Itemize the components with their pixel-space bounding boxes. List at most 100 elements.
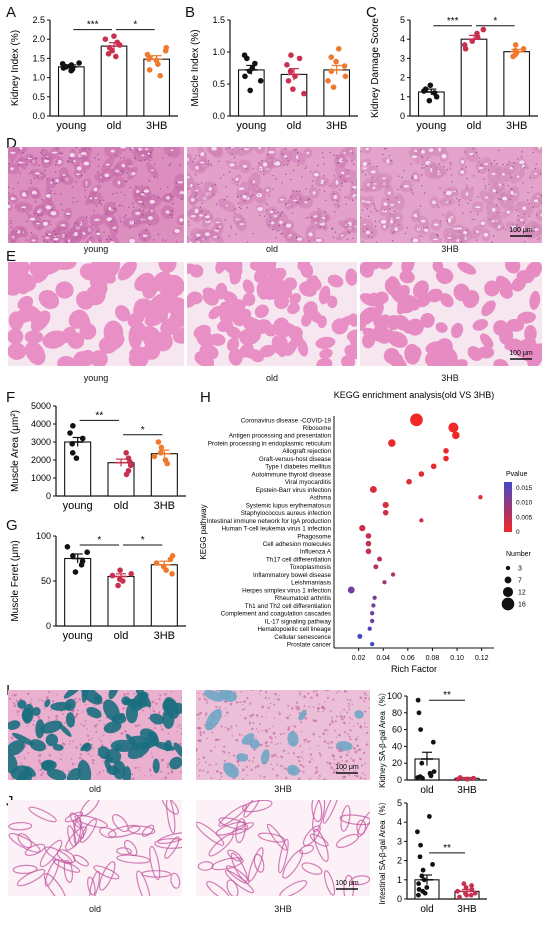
significance-label: * bbox=[141, 425, 145, 436]
kidney-he-3hb-image: 100 μm bbox=[360, 147, 542, 243]
data-point bbox=[296, 55, 303, 62]
x-tick-label: young bbox=[416, 120, 446, 132]
pathway-dot bbox=[365, 548, 372, 555]
data-point bbox=[105, 50, 112, 57]
data-point bbox=[421, 877, 427, 883]
data-point bbox=[242, 73, 248, 80]
data-point bbox=[59, 60, 66, 67]
y-tick-label: 1000 bbox=[31, 473, 51, 483]
panel-letter-e: E bbox=[6, 248, 17, 265]
y-axis-label: Intestinal SA-β-gal Area（%） bbox=[378, 797, 387, 904]
y-tick-label: 4 bbox=[397, 817, 402, 827]
panel-letter-d: D bbox=[6, 135, 17, 152]
data-point bbox=[160, 563, 167, 570]
data-point bbox=[79, 558, 86, 564]
pathway-label: IL-17 signaling pathway bbox=[265, 618, 332, 625]
chart-muscle-index: 0.0 0.5 1.0 1.5 Muscle Index (%) young old 3HB bbox=[190, 15, 358, 132]
data-point bbox=[426, 97, 433, 104]
data-point bbox=[252, 60, 258, 67]
y-tick-label: 60 bbox=[392, 725, 402, 735]
x-tick-label: young bbox=[63, 500, 93, 512]
y-tick-label: 3 bbox=[400, 53, 405, 63]
pathway-dot bbox=[388, 439, 396, 447]
label-e-old: old bbox=[265, 373, 278, 383]
x-tick-label: old bbox=[287, 120, 302, 132]
panel-letter-g: G bbox=[6, 517, 18, 534]
data-point bbox=[125, 455, 132, 461]
pathway-dot bbox=[430, 463, 437, 470]
y-tick-label: 2 bbox=[397, 856, 402, 866]
data-point bbox=[512, 47, 519, 54]
scale-bar-label: 100 μm bbox=[335, 764, 359, 771]
y-tick-label: 2000 bbox=[31, 455, 51, 465]
pathway-label: Viral myocarditis bbox=[285, 479, 331, 486]
pathway-dot bbox=[369, 486, 377, 493]
pathway-dot bbox=[410, 413, 423, 427]
y-tick-label: 1.5 bbox=[212, 15, 225, 25]
data-point bbox=[163, 44, 170, 51]
legend-pvalue-tick: 0.015 bbox=[516, 485, 533, 492]
data-point bbox=[415, 892, 421, 898]
data-point bbox=[457, 775, 463, 780]
y-tick-label: 80 bbox=[392, 708, 402, 718]
data-point bbox=[422, 890, 428, 896]
data-point bbox=[431, 90, 438, 96]
pathway-label: Th1 and Th2 cell differentiation bbox=[245, 603, 332, 610]
muscle-he-young-image bbox=[8, 262, 184, 366]
data-point bbox=[69, 441, 75, 447]
y-tick-label: 1 bbox=[397, 875, 402, 885]
x-tick-label: old bbox=[420, 904, 433, 915]
kidney-sabgal-old-image bbox=[8, 690, 182, 780]
muscle-he-old-image bbox=[187, 262, 357, 366]
legend-number-dot bbox=[501, 597, 515, 611]
pathway-label: Graft-versus-host disease bbox=[259, 456, 332, 463]
data-point bbox=[155, 439, 162, 445]
y-tick-label: 4000 bbox=[31, 419, 51, 429]
x-tick-label: 0.08 bbox=[426, 655, 440, 662]
kidney-he-old-image bbox=[187, 147, 357, 243]
legend-pvalue-title: Pvalue bbox=[506, 471, 528, 478]
bar bbox=[503, 51, 531, 117]
label-d-young: young bbox=[83, 244, 109, 254]
y-tick-label: 4 bbox=[400, 34, 405, 44]
data-point bbox=[123, 450, 129, 456]
x-tick-label: old bbox=[467, 120, 482, 132]
pathway-label: Autoimmune thyroid disease bbox=[252, 471, 332, 478]
data-point bbox=[84, 549, 90, 555]
data-point bbox=[335, 46, 342, 52]
data-point bbox=[249, 65, 256, 71]
x-tick-label: young bbox=[63, 630, 93, 642]
pathway-dot bbox=[419, 518, 424, 523]
data-point bbox=[153, 57, 160, 64]
data-point bbox=[471, 775, 476, 781]
pathway-dot bbox=[365, 533, 372, 539]
data-point bbox=[153, 560, 160, 566]
x-tick-label: old bbox=[114, 500, 129, 512]
data-point bbox=[419, 873, 425, 879]
panel-letter-b: B bbox=[185, 4, 196, 21]
scale-bar-label: 100 μm bbox=[509, 227, 533, 234]
chart-muscle-area: 0 1000 2000 3000 4000 5000 Muscle Area (μm²) yo… bbox=[10, 401, 186, 512]
pathway-label: Epstein-Barr virus infection bbox=[256, 487, 332, 494]
y-axis-label: Muscle Index (%) bbox=[190, 29, 201, 106]
pathway-dot bbox=[347, 586, 355, 594]
data-point bbox=[70, 553, 76, 559]
significance-label: *** bbox=[447, 16, 459, 27]
significance-label: * bbox=[97, 535, 101, 546]
label-i-3hb: 3HB bbox=[274, 784, 292, 794]
data-point bbox=[72, 569, 79, 575]
y-tick-label: 1.0 bbox=[212, 47, 225, 57]
data-point bbox=[463, 885, 469, 890]
significance-label: * bbox=[493, 16, 497, 27]
data-point bbox=[464, 776, 470, 782]
x-tick-label: old bbox=[114, 630, 129, 642]
significance-label: ** bbox=[95, 410, 103, 421]
pathway-dot bbox=[382, 509, 389, 516]
data-point bbox=[102, 36, 109, 42]
y-axis-label: Kidney Index (%) bbox=[10, 30, 21, 106]
chart-kidney-index: 0.0 0.5 1.0 1.5 2.0 2.5 Kidney Index (%) young o… bbox=[10, 15, 178, 132]
data-point bbox=[64, 544, 71, 550]
significance-label: ** bbox=[443, 843, 451, 854]
y-tick-label: 5 bbox=[397, 798, 402, 808]
